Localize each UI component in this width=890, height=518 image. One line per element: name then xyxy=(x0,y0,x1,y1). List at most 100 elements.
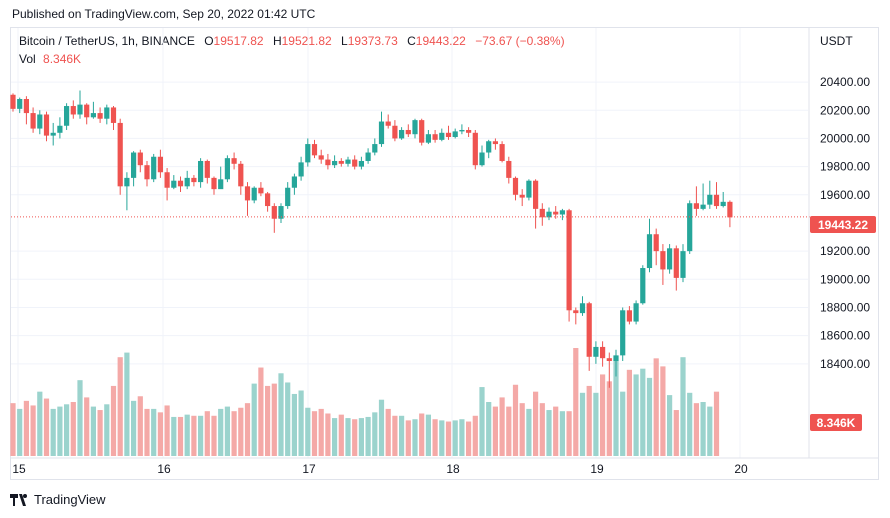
volume-bar xyxy=(653,358,659,456)
candle-body xyxy=(445,132,452,138)
candle-body xyxy=(693,203,699,209)
price-tick-label: 18600.00 xyxy=(820,329,870,343)
volume-bar xyxy=(231,411,237,456)
candle-body xyxy=(218,179,224,190)
volume-bar xyxy=(64,404,70,456)
candle-body xyxy=(37,114,43,129)
candle-body xyxy=(459,129,465,132)
volume-bar xyxy=(472,415,478,456)
volume-bar xyxy=(539,403,545,456)
volume-bar xyxy=(238,407,244,456)
candle-body xyxy=(479,152,485,166)
volume-bar xyxy=(291,393,297,456)
candle-body xyxy=(198,160,204,183)
volume-bar xyxy=(70,402,76,456)
volume-bar xyxy=(606,381,612,456)
candle-body xyxy=(439,132,445,140)
volume-bar xyxy=(600,374,606,456)
volume-bar xyxy=(512,384,519,456)
price-tick-label: 19800.00 xyxy=(820,160,870,174)
volume-bar xyxy=(338,414,344,456)
candle-body xyxy=(680,251,686,278)
candle-body xyxy=(512,177,519,195)
candle-body xyxy=(600,346,606,359)
volume-bar xyxy=(526,408,532,456)
volume-bar xyxy=(258,367,264,456)
volume-bar xyxy=(23,400,29,456)
volume-bar xyxy=(519,403,525,456)
volume-bar xyxy=(452,420,458,456)
candle-body xyxy=(365,152,371,161)
volume-bars xyxy=(10,348,720,456)
volume-bar xyxy=(707,406,713,456)
volume-bar xyxy=(151,408,157,456)
volume-bar xyxy=(43,398,50,456)
volume-bar xyxy=(90,406,96,456)
candle-body xyxy=(660,251,666,270)
volume-bar xyxy=(459,419,465,456)
time-tick-label: 16 xyxy=(157,462,171,476)
price-tick-label: 19000.00 xyxy=(820,272,870,286)
symbol-title[interactable]: Bitcoin / TetherUS, 1h, BINANCE xyxy=(19,34,195,48)
volume-bar xyxy=(499,397,505,456)
volume-bar xyxy=(352,419,358,456)
volume-bar xyxy=(553,406,559,456)
candle-body xyxy=(157,156,163,173)
volume-bar xyxy=(17,408,23,456)
volume-bar xyxy=(425,414,431,456)
candle-body xyxy=(392,125,398,139)
volume-bar xyxy=(713,391,720,456)
volume-bar xyxy=(84,397,90,456)
volume-bar xyxy=(305,407,311,456)
candle-body xyxy=(184,177,190,187)
price-axis: 20400.00 20200.00 20000.00 19800.00 19600.00… xyxy=(808,28,870,458)
candle-body xyxy=(117,122,123,187)
candle-body xyxy=(191,177,197,183)
volume-bar xyxy=(378,399,385,456)
open-value: 19517.82 xyxy=(213,34,264,48)
high-label: H xyxy=(272,34,282,48)
candle-body xyxy=(137,152,143,166)
candle-body xyxy=(653,234,659,252)
published-caption: Published on TradingView.com, Sep 20, 20… xyxy=(12,7,316,21)
time-tick-label: 20 xyxy=(734,462,748,476)
volume-bar xyxy=(110,385,117,456)
candle-body xyxy=(352,159,358,167)
price-badge: 19443.22 xyxy=(810,216,876,233)
candle-body xyxy=(84,104,90,118)
volume-bar xyxy=(432,419,438,456)
candle-body xyxy=(151,156,157,180)
volume-bar xyxy=(251,383,257,456)
candle-body xyxy=(305,144,311,163)
candle-body xyxy=(298,162,304,177)
candle-body xyxy=(110,107,117,123)
candle-body xyxy=(640,268,646,304)
volume-badge: 8.346K xyxy=(810,414,862,431)
volume-bar xyxy=(687,392,693,456)
candle-body xyxy=(727,201,733,218)
candle-body xyxy=(707,194,713,205)
volume-bar xyxy=(358,418,364,456)
candle-body xyxy=(492,141,498,145)
candle-body xyxy=(144,165,150,180)
candle-body xyxy=(720,201,726,207)
volume-bar xyxy=(392,415,398,456)
candle-body xyxy=(332,160,338,166)
candle-body xyxy=(258,187,264,194)
candle-body xyxy=(171,180,177,188)
volume-bar xyxy=(224,406,230,456)
candle-body xyxy=(486,141,492,153)
volume-bar xyxy=(613,360,619,456)
volume-bar xyxy=(559,411,565,456)
candle-body xyxy=(30,113,36,129)
candle-body xyxy=(539,208,545,218)
tradingview-footer[interactable]: TradingView xyxy=(10,492,106,507)
tradingview-logo-icon xyxy=(10,493,27,506)
candle-body xyxy=(57,125,63,133)
volume-bar xyxy=(164,405,170,456)
candle-body xyxy=(713,194,720,207)
candle-body xyxy=(251,187,257,201)
candle-body xyxy=(204,160,210,178)
candle-body xyxy=(700,204,706,209)
